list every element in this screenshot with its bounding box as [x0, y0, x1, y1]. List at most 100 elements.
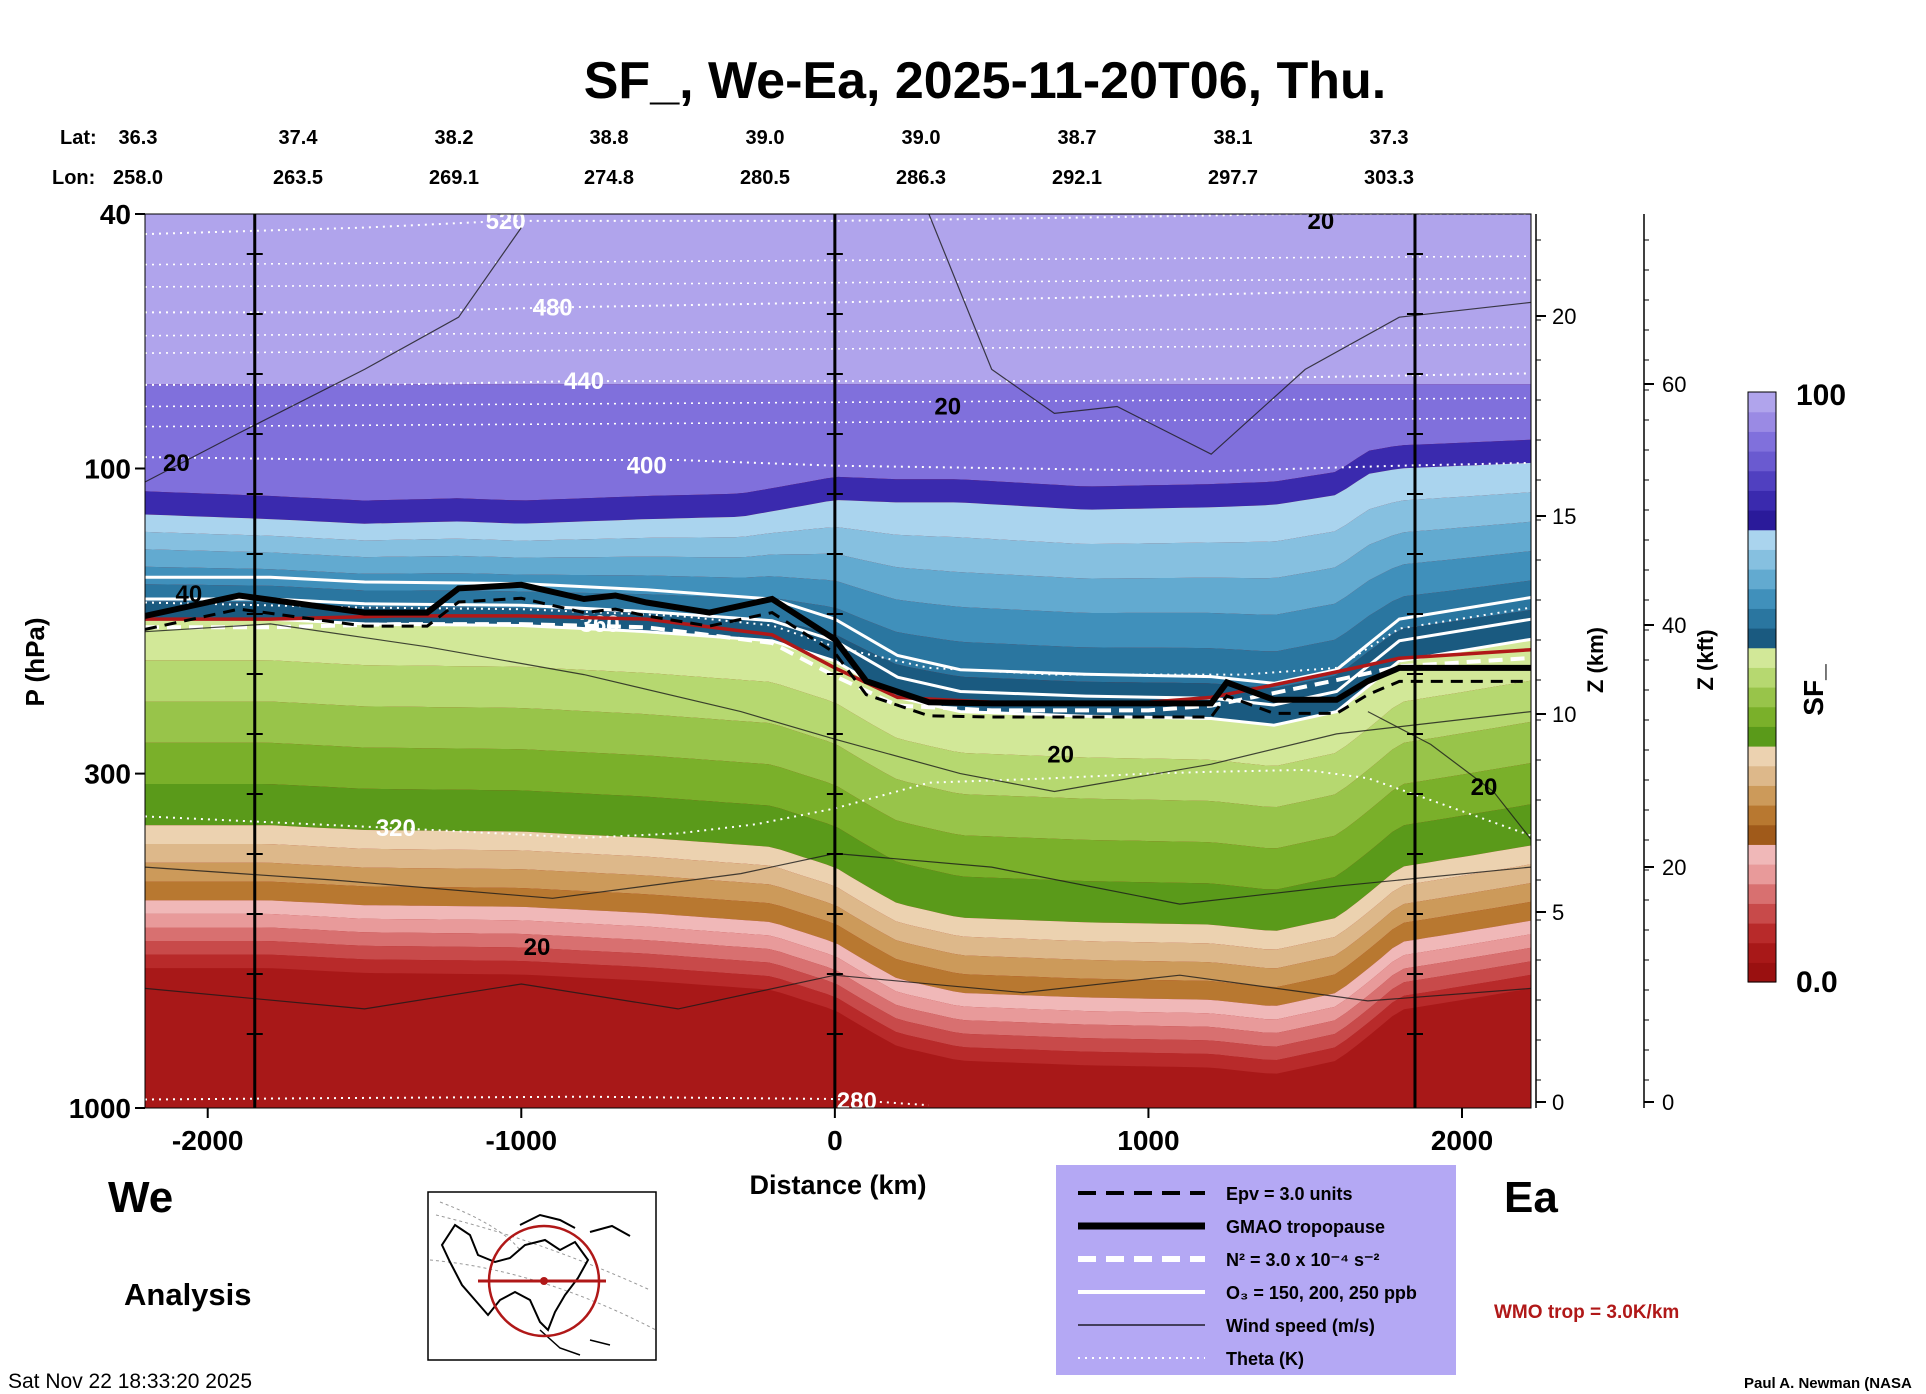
theta-isentrope [145, 456, 1531, 473]
n2-line [145, 622, 1531, 713]
lat-value: 37.3 [1370, 127, 1409, 149]
theta-isentrope [145, 343, 1531, 354]
lat-lon-row: 36.3 37.4 38.2 38.8 39.0 39.0 38.7 38.1 37.3 258.… [113, 127, 1414, 189]
wind-speed-label: 20 [934, 394, 961, 421]
sf-band-purple [145, 384, 1531, 501]
z-kft-tick-label: 0 [1662, 1090, 1674, 1115]
sf-band-green [145, 619, 1531, 766]
lon-value: 297.7 [1208, 167, 1258, 189]
colorbar-swatch [1748, 805, 1776, 826]
colorbar-swatch [1748, 706, 1776, 727]
sf-band-blue [145, 492, 1531, 579]
sf-band-pink [145, 927, 1531, 1047]
vertical-reference-lines [246, 214, 1423, 1108]
z-kft-tick-label: 60 [1662, 372, 1686, 397]
x-tick-label: 1000 [1117, 1125, 1179, 1156]
lon-value: 280.5 [740, 167, 790, 189]
lon-value: 274.8 [584, 167, 634, 189]
lon-value: 303.3 [1364, 167, 1414, 189]
theta-isentrope [145, 277, 1531, 288]
lon-value: 263.5 [273, 167, 323, 189]
colorbar-swatch [1748, 903, 1776, 924]
lon-value: 286.3 [896, 167, 946, 189]
lat-value: 36.3 [119, 127, 158, 149]
colorbar-swatch [1748, 785, 1776, 806]
colorbar-swatch [1748, 667, 1776, 688]
colorbar-min-label: 0.0 [1796, 966, 1838, 999]
sf-band-pink [145, 941, 1531, 1060]
theta-label: 480 [533, 294, 573, 321]
sf-band-blue [145, 551, 1531, 652]
colorbar-swatch [1748, 942, 1776, 963]
theta-isentrope [145, 255, 1531, 266]
legend-label: Wind speed (m/s) [1226, 1316, 1375, 1336]
colorbar-swatch [1748, 510, 1776, 531]
x-tick-label: 0 [827, 1125, 843, 1156]
sf-band-brown [145, 881, 1531, 1006]
sf-band-brown [145, 862, 1531, 987]
z-km-axis-label: Z (km) [1583, 627, 1608, 693]
sf-band-blue [145, 521, 1531, 615]
tropopause-lines [145, 214, 1531, 1010]
colorbar-swatch [1748, 923, 1776, 944]
wind-speed-contour [1367, 711, 1531, 840]
wind-speed-contour [145, 227, 522, 483]
colorbar-swatch [1748, 864, 1776, 885]
wind-speed-label: 20 [1047, 741, 1074, 768]
west-label: We [108, 1173, 173, 1222]
colorbar-max-label: 100 [1796, 379, 1846, 412]
p-tick-label: 300 [84, 759, 131, 790]
colorbar-swatch [1748, 588, 1776, 609]
x-axis-label: Distance (km) [749, 1170, 926, 1200]
gmao-tropopause-line [145, 581, 1531, 707]
colorbar-swatch [1748, 569, 1776, 590]
z-km-tick-label: 15 [1552, 504, 1576, 529]
colorbar-swatch [1748, 431, 1776, 452]
sf-band-indigo [145, 439, 1531, 524]
z-kft-axis-label: Z (kft) [1693, 629, 1718, 690]
legend-label: N² = 3.0 x 10⁻⁴ s⁻² [1226, 1250, 1379, 1270]
sf-band-brown [145, 844, 1531, 969]
theta-label: 520 [486, 208, 526, 235]
wind-speed-label: 20 [1308, 208, 1335, 235]
z-km-tick-label: 20 [1552, 304, 1576, 329]
lat-value: 38.8 [590, 127, 629, 149]
colorbar-swatch [1748, 628, 1776, 649]
x-tick-label: 2000 [1431, 1125, 1493, 1156]
legend-label: Theta (K) [1226, 1349, 1304, 1369]
colorbar-swatch [1748, 824, 1776, 845]
wind-speed-label: 40 [176, 581, 203, 608]
colorbar-swatch [1748, 883, 1776, 904]
theta-isentrope [145, 417, 1531, 428]
sf-band-top [145, 214, 1531, 385]
colorbar-swatch [1748, 962, 1776, 983]
analysis-label: Analysis [124, 1277, 252, 1312]
lon-label: Lon: [52, 167, 95, 189]
theta-isentrope [145, 768, 1531, 839]
lat-value: 39.0 [902, 127, 941, 149]
sf-band-pink [145, 954, 1531, 1074]
colorbar-swatch [1748, 529, 1776, 550]
colorbar-swatch [1748, 765, 1776, 786]
theta-isentrope [145, 397, 1531, 408]
lat-value: 38.1 [1214, 127, 1253, 149]
z-km-tick-label: 10 [1552, 702, 1576, 727]
wind-speed-label: 20 [524, 934, 551, 961]
sf-band-blue [145, 601, 1531, 725]
theta-label: 400 [627, 453, 667, 480]
legend-label: GMAO tropopause [1226, 1217, 1385, 1237]
colorbar-swatch [1748, 844, 1776, 865]
colorbar [1747, 391, 1777, 983]
legend: Epv = 3.0 units GMAO tropopause N² = 3.0 x… [1056, 1165, 1456, 1375]
colorbar-swatch [1748, 726, 1776, 747]
wind-speed-labels: 20 40 20 20 20 20 20 [163, 208, 1497, 961]
sf-color-bands [145, 214, 1531, 1108]
legend-label: Epv = 3.0 units [1226, 1184, 1353, 1204]
colorbar-swatch [1748, 490, 1776, 511]
lon-value: 292.1 [1052, 167, 1102, 189]
z-kft-tick-label: 40 [1662, 613, 1686, 638]
legend-label: O₃ = 150, 200, 250 ppb [1226, 1283, 1417, 1303]
p-tick-label: 100 [84, 453, 131, 484]
colorbar-swatch [1748, 647, 1776, 668]
